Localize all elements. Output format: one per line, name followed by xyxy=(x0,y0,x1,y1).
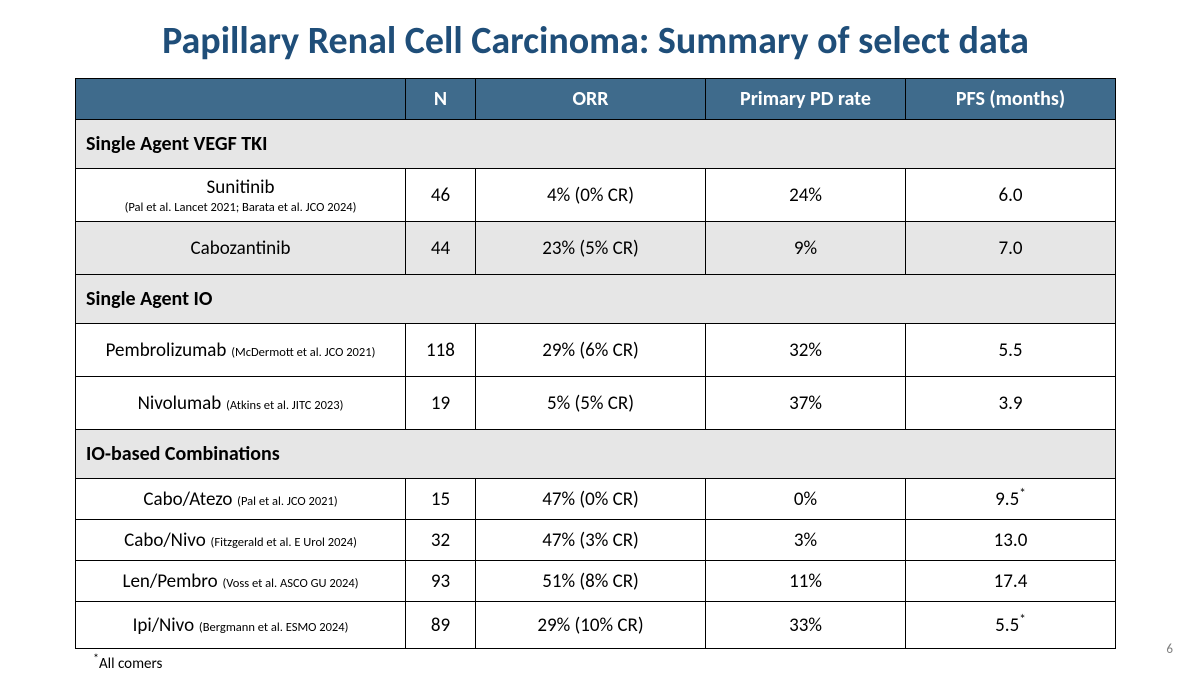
treatment-name: Nivolumab xyxy=(138,392,222,415)
section-label-cell: IO-based Combinations xyxy=(76,430,1116,479)
pfs-value: 17.4 xyxy=(994,570,1028,593)
treatment-name: Cabo/Atezo xyxy=(143,488,232,511)
section-label-cell: Single Agent VEGF TKI xyxy=(76,120,1116,169)
cell-orr: 47% (0% CR) xyxy=(476,479,706,520)
treatment-name: Len/Pembro xyxy=(122,570,217,593)
treatment-reference: (Pal et al. Lancet 2021; Barata et al. J… xyxy=(76,200,405,215)
asterisk-icon: * xyxy=(1019,484,1026,501)
cell-n: 93 xyxy=(406,561,476,602)
pfs-value: 5.5 xyxy=(995,614,1019,637)
table-row: Cabo/Atezo (Pal et al. JCO 2021)1547% (0… xyxy=(76,479,1116,520)
section-row: Single Agent IO xyxy=(76,275,1116,324)
summary-table: N ORR Primary PD rate PFS (months) Singl… xyxy=(75,78,1116,649)
cell-orr: 29% (6% CR) xyxy=(476,324,706,377)
cell-orr: 5% (5% CR) xyxy=(476,377,706,430)
cell-treatment: Nivolumab (Atkins et al. JITC 2023) xyxy=(76,377,406,430)
header-blank xyxy=(76,79,406,120)
cell-treatment: Pembrolizumab (McDermott et al. JCO 2021… xyxy=(76,324,406,377)
cell-pd: 3% xyxy=(706,520,906,561)
cell-orr: 51% (8% CR) xyxy=(476,561,706,602)
cell-n: 89 xyxy=(406,602,476,649)
pfs-value: 3.9 xyxy=(998,392,1022,415)
table-row: Pembrolizumab (McDermott et al. JCO 2021… xyxy=(76,324,1116,377)
pfs-value: 9.5 xyxy=(995,488,1019,511)
page-number: 6 xyxy=(1166,642,1173,657)
treatment-reference: (Atkins et al. JITC 2023) xyxy=(223,398,343,413)
cell-pfs: 5.5* xyxy=(906,602,1116,649)
cell-pfs: 17.4 xyxy=(906,561,1116,602)
header-n: N xyxy=(406,79,476,120)
treatment-name: Cabo/Nivo xyxy=(124,529,206,552)
table-row: Sunitinib(Pal et al. Lancet 2021; Barata… xyxy=(76,169,1116,222)
treatment-reference: (Voss et al. ASCO GU 2024) xyxy=(220,576,359,591)
treatment-reference: (Bergmann et al. ESMO 2024) xyxy=(196,620,348,635)
section-row: Single Agent VEGF TKI xyxy=(76,120,1116,169)
cell-pfs: 7.0 xyxy=(906,222,1116,275)
cell-n: 46 xyxy=(406,169,476,222)
section-label: Single Agent VEGF TKI xyxy=(86,132,267,156)
section-label: Single Agent IO xyxy=(86,287,212,311)
cell-n: 118 xyxy=(406,324,476,377)
cell-n: 15 xyxy=(406,479,476,520)
cell-pd: 37% xyxy=(706,377,906,430)
treatment-name: Sunitinib xyxy=(207,176,275,199)
table-row: Len/Pembro (Voss et al. ASCO GU 2024)935… xyxy=(76,561,1116,602)
cell-orr: 47% (3% CR) xyxy=(476,520,706,561)
cell-n: 19 xyxy=(406,377,476,430)
section-label-cell: Single Agent IO xyxy=(76,275,1116,324)
cell-treatment: Cabozantinib xyxy=(76,222,406,275)
cell-orr: 29% (10% CR) xyxy=(476,602,706,649)
cell-pfs: 5.5 xyxy=(906,324,1116,377)
table-row: Cabozantinib 4423% (5% CR)9% 7.0 xyxy=(76,222,1116,275)
footnote: *All comers xyxy=(93,655,1116,673)
cell-pd: 32% xyxy=(706,324,906,377)
header-orr: ORR xyxy=(476,79,706,120)
treatment-name: Pembrolizumab xyxy=(106,339,227,362)
cell-pd: 33% xyxy=(706,602,906,649)
cell-treatment: Cabo/Atezo (Pal et al. JCO 2021) xyxy=(76,479,406,520)
treatment-reference: (McDermott et al. JCO 2021) xyxy=(228,345,375,360)
cell-pd: 0% xyxy=(706,479,906,520)
table-header: N ORR Primary PD rate PFS (months) xyxy=(76,79,1116,120)
section-row: IO-based Combinations xyxy=(76,430,1116,479)
cell-pd: 11% xyxy=(706,561,906,602)
cell-orr: 23% (5% CR) xyxy=(476,222,706,275)
table-body: Single Agent VEGF TKISunitinib(Pal et al… xyxy=(76,120,1116,649)
cell-treatment: Sunitinib(Pal et al. Lancet 2021; Barata… xyxy=(76,169,406,222)
treatment-name: Cabozantinib xyxy=(191,237,291,260)
asterisk-icon: * xyxy=(1019,610,1026,627)
treatment-reference: (Pal et al. JCO 2021) xyxy=(234,494,337,509)
cell-pfs: 3.9 xyxy=(906,377,1116,430)
footnote-text: All comers xyxy=(99,655,162,673)
cell-pd: 24% xyxy=(706,169,906,222)
cell-pd: 9% xyxy=(706,222,906,275)
cell-treatment: Ipi/Nivo (Bergmann et al. ESMO 2024) xyxy=(76,602,406,649)
cell-treatment: Cabo/Nivo (Fitzgerald et al. E Urol 2024… xyxy=(76,520,406,561)
cell-n: 44 xyxy=(406,222,476,275)
cell-pfs: 6.0 xyxy=(906,169,1116,222)
treatment-reference: (Fitzgerald et al. E Urol 2024) xyxy=(208,535,357,550)
treatment-name: Ipi/Nivo xyxy=(133,614,195,637)
table-row: Ipi/Nivo (Bergmann et al. ESMO 2024)8929… xyxy=(76,602,1116,649)
cell-treatment: Len/Pembro (Voss et al. ASCO GU 2024) xyxy=(76,561,406,602)
table-row: Nivolumab (Atkins et al. JITC 2023)195% … xyxy=(76,377,1116,430)
pfs-value: 5.5 xyxy=(998,339,1022,362)
cell-orr: 4% (0% CR) xyxy=(476,169,706,222)
section-label: IO-based Combinations xyxy=(86,442,280,466)
table-row: Cabo/Nivo (Fitzgerald et al. E Urol 2024… xyxy=(76,520,1116,561)
cell-pfs: 13.0 xyxy=(906,520,1116,561)
cell-pfs: 9.5* xyxy=(906,479,1116,520)
slide-title: Papillary Renal Cell Carcinoma: Summary … xyxy=(75,18,1116,64)
pfs-value: 6.0 xyxy=(998,184,1022,207)
slide: Papillary Renal Cell Carcinoma: Summary … xyxy=(0,0,1191,667)
header-pfs: PFS (months) xyxy=(906,79,1116,120)
header-pd: Primary PD rate xyxy=(706,79,906,120)
pfs-value: 7.0 xyxy=(998,237,1022,260)
cell-n: 32 xyxy=(406,520,476,561)
pfs-value: 13.0 xyxy=(994,529,1028,552)
